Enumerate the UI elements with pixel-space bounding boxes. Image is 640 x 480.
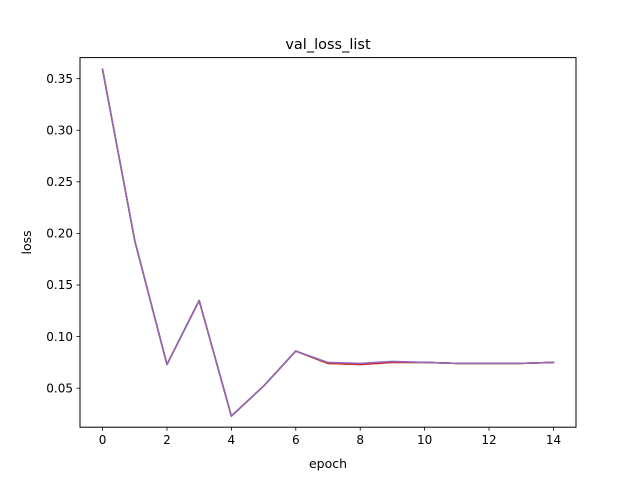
series-line-5 <box>101 68 555 417</box>
plot-area-frame <box>79 57 577 428</box>
x-tick-label: 10 <box>417 433 432 447</box>
series-layer <box>101 68 555 417</box>
x-tick-label: 0 <box>99 433 107 447</box>
y-tick-label: 0.10 <box>46 330 73 344</box>
x-axis: 0 2 4 6 8 10 12 14 <box>99 427 561 447</box>
x-tick-label: 8 <box>356 433 364 447</box>
chart-title: val_loss_list <box>285 37 371 53</box>
x-axis-label: epoch <box>309 456 347 471</box>
y-tick-label: 0.15 <box>46 278 73 292</box>
x-tick-label: 6 <box>292 433 300 447</box>
y-axis: 0.05 0.10 0.15 0.20 0.25 0.30 0.35 <box>46 72 80 395</box>
x-tick-label: 14 <box>546 433 561 447</box>
y-tick-label: 0.30 <box>46 123 73 137</box>
y-tick-label: 0.25 <box>46 175 73 189</box>
y-tick-label: 0.05 <box>46 381 73 395</box>
y-tick-label: 0.35 <box>46 72 73 86</box>
x-tick-label: 4 <box>228 433 236 447</box>
x-tick-label: 12 <box>481 433 496 447</box>
x-tick-label: 2 <box>163 433 171 447</box>
y-axis-label: loss <box>19 230 34 254</box>
y-tick-label: 0.20 <box>46 227 73 241</box>
